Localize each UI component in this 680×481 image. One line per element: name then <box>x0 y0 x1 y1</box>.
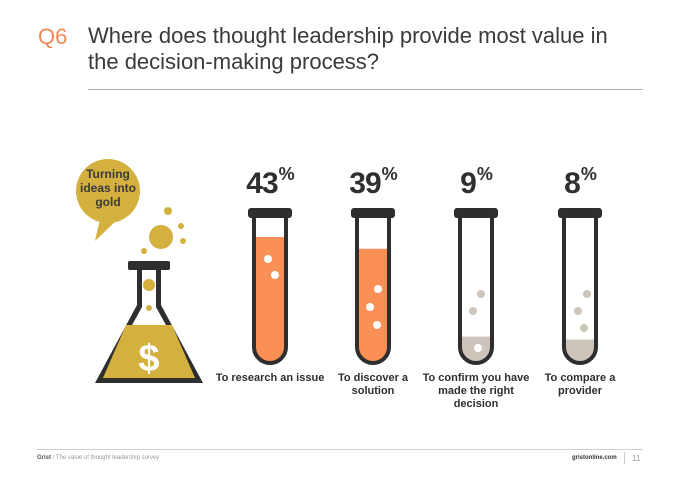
value-label: 9% <box>460 164 493 200</box>
bubble-dot <box>477 290 485 298</box>
category-label: To confirm you have made the right decis… <box>422 372 530 410</box>
svg-text:$: $ <box>138 338 159 380</box>
question-number: Q6 <box>38 24 68 49</box>
bar-fill <box>254 237 286 363</box>
category-label: To research an issue <box>215 372 325 384</box>
tube-outline <box>458 217 494 365</box>
tube-cap <box>454 208 498 218</box>
bubble-dot <box>574 307 582 315</box>
page-title: Where does thought leadership provide mo… <box>88 23 608 74</box>
footer-separator <box>624 452 625 464</box>
tube-3 <box>454 208 498 365</box>
footer-report: Grist / The value of thought leadership … <box>37 455 159 461</box>
title-divider <box>88 89 643 90</box>
tube-cap <box>558 208 602 218</box>
bubble-dot <box>264 255 272 263</box>
test-tubes <box>248 208 602 365</box>
bar-fill <box>564 339 596 363</box>
tube-4 <box>558 208 602 365</box>
footer-brand: Grist <box>37 455 52 461</box>
tube-1 <box>248 208 292 365</box>
value-label: 8% <box>564 164 597 200</box>
category-label: To compare a provider <box>544 372 616 397</box>
bubble-dot <box>580 324 588 332</box>
bubble-dot <box>366 303 374 311</box>
category-label: To discover a solution <box>337 372 409 397</box>
tube-outline <box>252 217 288 365</box>
tube-2 <box>351 208 395 365</box>
bubble-dot <box>469 307 477 315</box>
tube-cap <box>351 208 395 218</box>
speech-bubble <box>76 159 186 254</box>
bubble-dot <box>374 285 382 293</box>
bubble-dot <box>373 321 381 329</box>
footer-site: gristonline.com <box>572 455 617 461</box>
page-number: 11 <box>632 454 641 463</box>
value-label: 39% <box>349 164 397 200</box>
bubble-dot <box>474 344 482 352</box>
footer-divider <box>37 449 643 450</box>
footer-report-title: / The value of thought leadership survey <box>52 455 160 461</box>
bubble-dot <box>583 290 591 298</box>
tube-outline <box>562 217 598 365</box>
tube-outline <box>355 217 391 365</box>
value-label: 43% <box>246 164 294 200</box>
dollar-flask-icon: $ <box>95 261 203 383</box>
tube-cap <box>248 208 292 218</box>
bubble-dot <box>271 271 279 279</box>
bubble-text: Turning ideas into gold <box>79 167 136 209</box>
